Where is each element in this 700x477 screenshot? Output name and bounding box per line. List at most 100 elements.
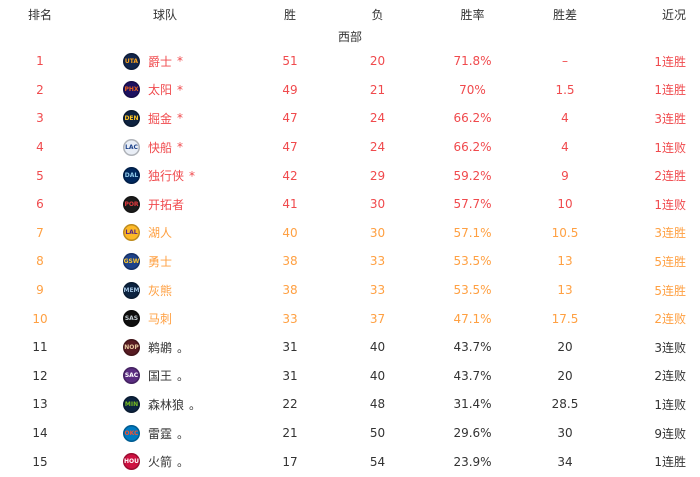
wins-cell: 22 xyxy=(282,397,298,412)
losses-cell: 33 xyxy=(369,254,386,269)
team-cell: UTA 爵士 * xyxy=(80,52,250,70)
team-cell: NOP 鹈鹕 。 xyxy=(80,338,250,356)
losses-cell: 33 xyxy=(369,283,386,298)
team-cell: LAC 快船 * xyxy=(80,138,250,156)
team-logo-icon: LAL xyxy=(123,224,140,242)
win-pct-cell: 31.4% xyxy=(453,397,492,412)
table-row: 12 SAC 国王 。 31 40 43.7% 20 2连败 xyxy=(0,362,700,391)
rank-cell: 2 xyxy=(36,82,44,97)
rank-cell: 13 xyxy=(32,397,48,412)
games-behind-cell: – xyxy=(562,54,568,69)
table-row: 9 MEM 灰熊 38 33 53.5% 13 5连胜 xyxy=(0,276,700,305)
rank-cell: 6 xyxy=(36,197,44,212)
recent-cell: 1连胜 xyxy=(654,83,686,98)
recent-cell: 1连败 xyxy=(654,397,686,412)
team-name: 国王 xyxy=(148,369,173,384)
table-row: 1 UTA 爵士 * 51 20 71.8% – 1连胜 xyxy=(0,47,700,76)
losses-cell: 48 xyxy=(369,397,386,412)
team-marker: 。 xyxy=(177,340,190,355)
wins-cell: 47 xyxy=(282,111,298,126)
table-row: 2 PHX 太阳 * 49 21 70% 1.5 1连胜 xyxy=(0,76,700,105)
table-row: 10 SAS 马刺 33 37 47.1% 17.5 2连败 xyxy=(0,304,700,333)
team-marker: 。 xyxy=(177,369,190,384)
rank-cell: 14 xyxy=(32,426,48,441)
team-cell: LAL 湖人 xyxy=(80,224,250,242)
wins-cell: 49 xyxy=(282,82,298,97)
recent-cell: 1连胜 xyxy=(654,455,686,470)
win-pct-cell: 47.1% xyxy=(453,311,492,326)
team-marker: 。 xyxy=(177,455,190,470)
team-logo-icon: LAC xyxy=(123,138,140,156)
team-logo-icon: POR xyxy=(123,195,140,213)
losses-cell: 50 xyxy=(369,426,386,441)
win-pct-cell: 43.7% xyxy=(453,340,492,355)
team-cell: SAS 马刺 xyxy=(80,310,250,328)
recent-cell: 1连胜 xyxy=(654,54,686,69)
recent-cell: 3连胜 xyxy=(654,226,686,241)
wins-cell: 38 xyxy=(282,254,298,269)
team-cell: PHX 太阳 * xyxy=(80,81,250,99)
games-behind-cell: 34 xyxy=(557,454,573,469)
team-cell: HOU 火箭 。 xyxy=(80,453,250,471)
win-pct-cell: 53.5% xyxy=(453,283,492,298)
table-row: 6 POR 开拓者 41 30 57.7% 10 1连败 xyxy=(0,190,700,219)
team-cell: DEN 掘金 * xyxy=(80,109,250,127)
recent-cell: 3连败 xyxy=(654,340,686,355)
losses-cell: 24 xyxy=(369,140,386,155)
losses-cell: 40 xyxy=(369,340,386,355)
games-behind-cell: 10 xyxy=(557,197,573,212)
table-row: 13 MIN 森林狼 。 22 48 31.4% 28.5 1连败 xyxy=(0,390,700,419)
games-behind-cell: 20 xyxy=(557,368,573,383)
rank-cell: 12 xyxy=(32,368,48,383)
table-row: 14 OKC 雷霆 。 21 50 29.6% 30 9连败 xyxy=(0,419,700,448)
wins-cell: 31 xyxy=(282,368,298,383)
team-logo-icon: DAL xyxy=(123,167,140,185)
conference-section-label: 西部 xyxy=(0,25,700,47)
team-marker: 。 xyxy=(189,397,202,412)
table-row: 4 LAC 快船 * 47 24 66.2% 4 1连败 xyxy=(0,133,700,162)
recent-cell: 9连败 xyxy=(654,426,686,441)
recent-cell: 1连败 xyxy=(654,140,686,155)
team-name: 勇士 xyxy=(148,254,173,269)
team-logo-icon: OKC xyxy=(123,424,140,442)
team-cell: OKC 雷霆 。 xyxy=(80,424,250,442)
team-logo-icon: MEM xyxy=(123,281,140,299)
team-marker: * xyxy=(189,168,196,183)
table-row: 15 HOU 火箭 。 17 54 23.9% 34 1连胜 xyxy=(0,447,700,476)
header-wins: 胜 xyxy=(283,7,296,22)
team-cell: MIN 森林狼 。 xyxy=(80,395,250,413)
wins-cell: 47 xyxy=(282,140,298,155)
win-pct-cell: 70% xyxy=(459,82,486,97)
team-cell: POR 开拓者 xyxy=(80,195,250,213)
team-logo-icon: NOP xyxy=(123,338,140,356)
standings-rows: 1 UTA 爵士 * 51 20 71.8% – 1连胜 2 PHX 太阳 * … xyxy=(0,47,700,476)
team-logo-icon: GSW xyxy=(123,252,140,270)
table-row: 3 DEN 掘金 * 47 24 66.2% 4 3连胜 xyxy=(0,104,700,133)
team-logo-icon: UTA xyxy=(123,52,140,70)
rank-cell: 11 xyxy=(32,340,48,355)
team-name: 开拓者 xyxy=(148,197,185,212)
recent-cell: 5连胜 xyxy=(654,254,686,269)
win-pct-cell: 57.1% xyxy=(453,225,492,240)
team-name: 太阳 xyxy=(148,83,173,98)
team-marker: * xyxy=(177,82,184,97)
team-name: 鹈鹕 xyxy=(148,340,173,355)
losses-cell: 37 xyxy=(369,311,386,326)
games-behind-cell: 13 xyxy=(557,283,573,298)
wins-cell: 40 xyxy=(282,225,298,240)
wins-cell: 31 xyxy=(282,340,298,355)
header-rank: 排名 xyxy=(27,7,52,22)
team-logo-icon: DEN xyxy=(123,109,140,127)
team-name: 掘金 xyxy=(148,111,173,126)
games-behind-cell: 13 xyxy=(557,254,573,269)
losses-cell: 20 xyxy=(369,54,386,69)
recent-cell: 5连胜 xyxy=(654,283,686,298)
losses-cell: 30 xyxy=(369,197,386,212)
team-cell: SAC 国王 。 xyxy=(80,367,250,385)
header-win-pct: 胜率 xyxy=(460,7,485,22)
games-behind-cell: 17.5 xyxy=(551,311,579,326)
team-logo-icon: PHX xyxy=(123,81,140,99)
team-cell: MEM 灰熊 xyxy=(80,281,250,299)
team-name: 雷霆 xyxy=(148,426,173,441)
team-marker: 。 xyxy=(177,426,190,441)
